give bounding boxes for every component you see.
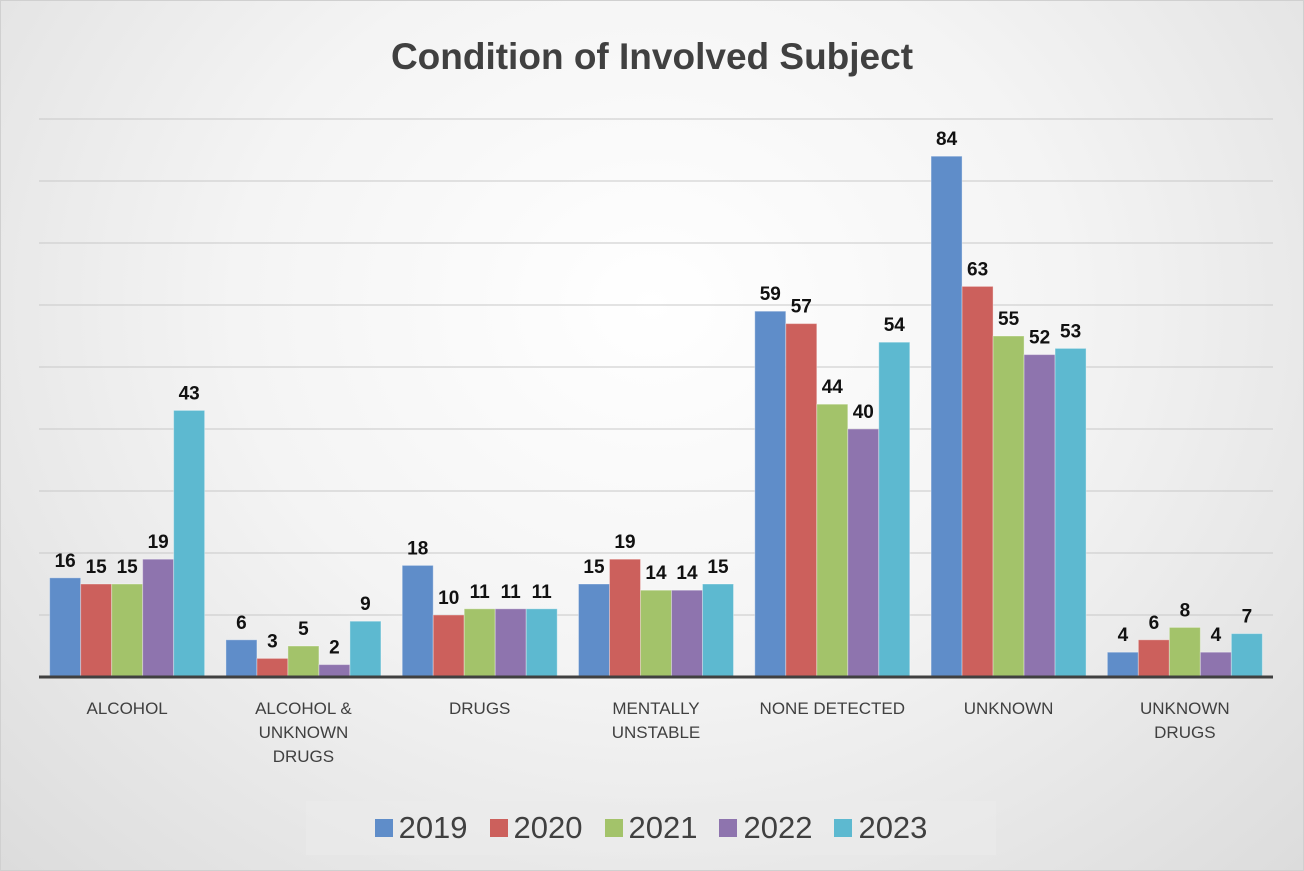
- bar: [671, 589, 703, 678]
- bar: [785, 323, 818, 678]
- data-label: 15: [86, 557, 108, 578]
- data-label: 15: [583, 557, 605, 578]
- data-label: 55: [998, 309, 1020, 330]
- chart-title: Condition of Involved Subject: [391, 36, 913, 77]
- data-label: 11: [532, 582, 553, 603]
- x-tick-label: MENTALLY UNSTABLE: [611, 699, 701, 742]
- data-label: 53: [1060, 321, 1081, 342]
- legend: 2019 2020 2021 2022 2023: [306, 801, 996, 855]
- bar: [1023, 354, 1056, 678]
- data-label: 6: [1149, 613, 1160, 634]
- bar: [349, 620, 382, 678]
- data-label: 6: [236, 613, 247, 634]
- data-label: 11: [470, 582, 491, 603]
- bar: [142, 558, 175, 678]
- bar: [847, 428, 880, 678]
- bar: [816, 403, 849, 678]
- data-label: 3: [267, 631, 278, 652]
- bar: [49, 577, 82, 678]
- bar: [702, 583, 734, 678]
- data-label: 8: [1180, 600, 1191, 621]
- bar: [1230, 633, 1263, 678]
- legend-item: 2020: [489, 810, 583, 846]
- data-label: 63: [967, 259, 988, 280]
- legend-swatch: [489, 819, 508, 837]
- legend-label: 2020: [513, 810, 583, 845]
- data-label: 19: [614, 532, 635, 553]
- legend-item: 2022: [719, 810, 812, 846]
- x-tick-label: ALCOHOL: [86, 699, 168, 718]
- bar: [754, 310, 787, 678]
- bar: [525, 608, 558, 678]
- bar: [609, 558, 641, 678]
- data-label: 9: [360, 594, 371, 615]
- bar: [878, 341, 911, 678]
- bar: [111, 583, 144, 678]
- data-label: 10: [438, 588, 459, 609]
- data-label: 18: [407, 538, 428, 559]
- bar: [1106, 651, 1139, 678]
- legend-label: 2021: [628, 810, 698, 845]
- legend-swatch: [719, 819, 738, 837]
- legend-swatch: [604, 819, 623, 837]
- legend-label: 2022: [743, 810, 813, 845]
- bar: [80, 583, 113, 678]
- bar: [173, 409, 206, 678]
- bar: [640, 589, 672, 678]
- data-label: 43: [179, 383, 200, 404]
- x-tick-label: UNKNOWN DRUGS: [1139, 699, 1230, 742]
- bar: [992, 335, 1025, 678]
- data-label: 40: [853, 402, 874, 423]
- bar: [930, 155, 963, 678]
- bar: [318, 664, 351, 678]
- bar: [494, 608, 527, 678]
- data-label: 15: [117, 557, 139, 578]
- bar: [961, 285, 994, 678]
- data-label: 19: [148, 532, 169, 553]
- legend-label: 2023: [858, 810, 928, 845]
- data-label: 4: [1118, 625, 1129, 646]
- legend-item: 2019: [374, 810, 468, 846]
- bar: [1199, 651, 1232, 678]
- data-label: 54: [884, 315, 906, 336]
- legend-swatch: [834, 819, 853, 837]
- data-label: 4: [1211, 625, 1222, 646]
- data-label: 84: [936, 129, 958, 150]
- bar: [1168, 626, 1201, 678]
- x-tick-label: NONE DETECTED: [759, 699, 906, 718]
- bar: [401, 564, 434, 678]
- bar: [1054, 347, 1087, 678]
- data-label: 44: [822, 377, 844, 398]
- bar: [256, 657, 289, 678]
- data-label: 14: [645, 563, 667, 584]
- x-tick-label: UNKNOWN: [963, 699, 1054, 718]
- data-label: 7: [1242, 607, 1253, 628]
- data-label: 57: [791, 297, 812, 318]
- data-label: 16: [55, 551, 76, 572]
- legend-item: 2023: [834, 810, 927, 846]
- data-label: 59: [760, 284, 781, 305]
- bar: [578, 583, 610, 678]
- bar: [287, 645, 320, 678]
- x-tick-label: ALCOHOL & UNKNOWN DRUGS: [255, 699, 352, 766]
- bar: [1137, 639, 1170, 678]
- data-label: 11: [501, 582, 522, 603]
- data-label: 14: [676, 563, 698, 584]
- data-label: 52: [1029, 328, 1050, 349]
- legend-item: 2021: [604, 810, 698, 846]
- data-label: 5: [298, 619, 309, 640]
- data-label: 2: [329, 638, 340, 659]
- x-tick-label: DRUGS: [449, 699, 511, 718]
- data-label: 15: [707, 557, 729, 578]
- bar: [463, 608, 496, 678]
- bar: [432, 614, 465, 678]
- bar: [225, 639, 258, 678]
- legend-swatch: [374, 819, 393, 837]
- legend-label: 2019: [398, 810, 468, 845]
